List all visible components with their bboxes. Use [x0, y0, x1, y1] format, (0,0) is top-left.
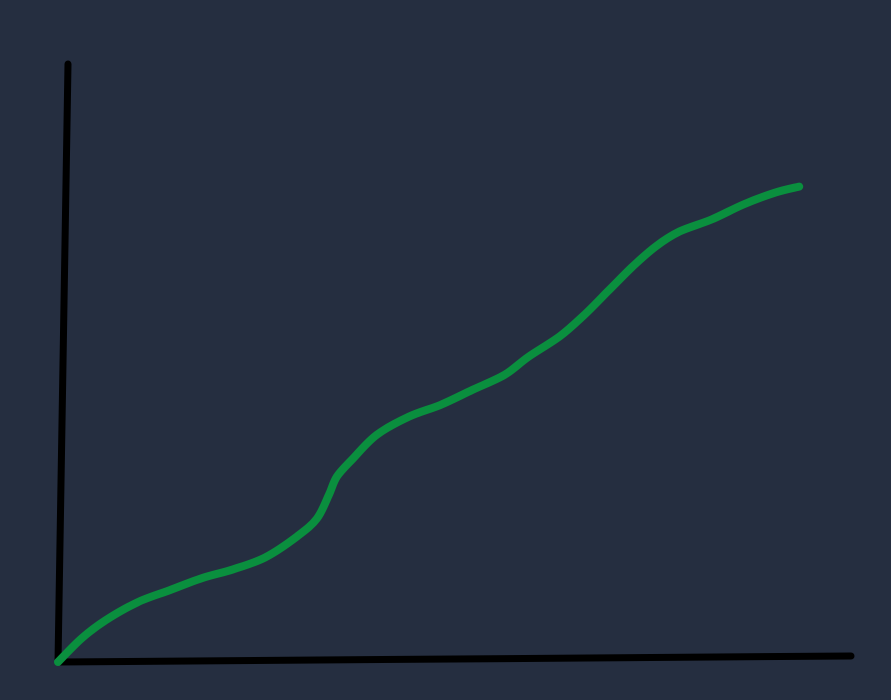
- chart-axes: [54, 60, 855, 666]
- x-axis: [54, 652, 855, 666]
- series-line-0: [54, 182, 804, 666]
- plot-area: [54, 182, 804, 666]
- y-axis: [54, 60, 72, 666]
